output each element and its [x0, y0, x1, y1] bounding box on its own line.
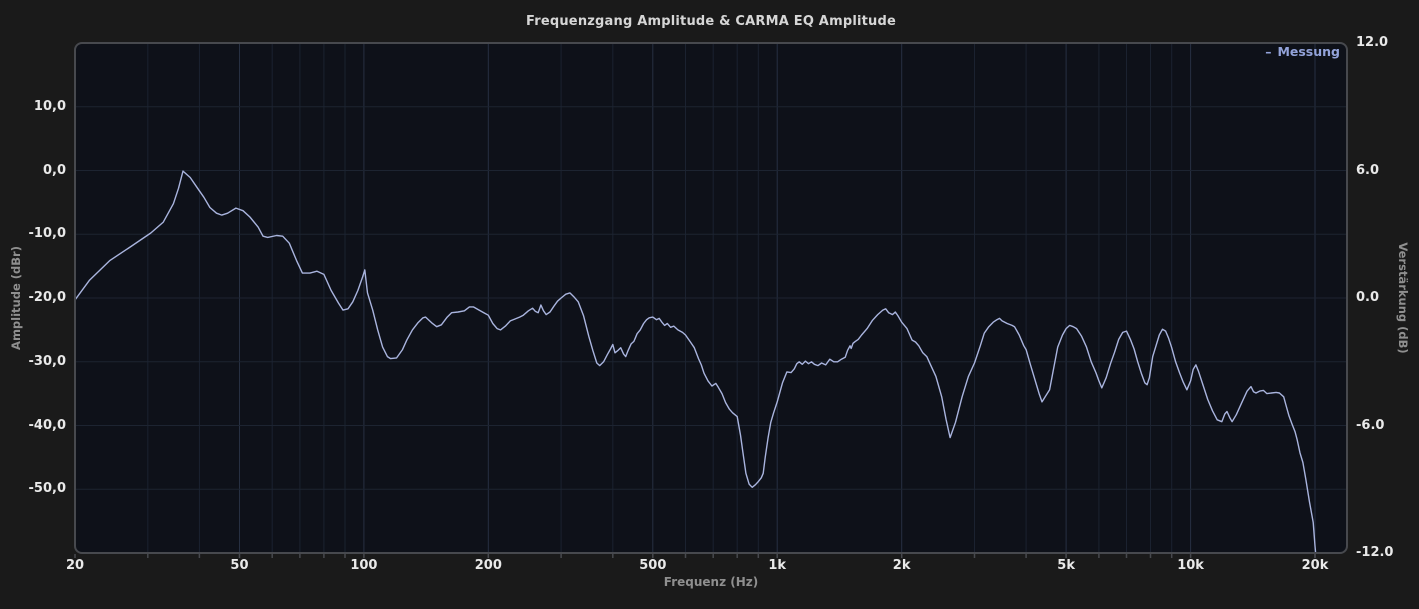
y-left-tick-label: -20,0 — [28, 290, 66, 305]
y-left-tick-label: 10,0 — [33, 98, 66, 114]
x-tick-label: 500 — [639, 558, 667, 573]
y-right-axis-title: Verstärkung (dB) — [1396, 242, 1410, 354]
x-tick-label: 20k — [1301, 558, 1329, 573]
x-tick-label: 100 — [350, 558, 378, 573]
y-right-tick-label: -6.0 — [1356, 417, 1385, 433]
chart-title: Frequenzgang Amplitude & CARMA EQ Amplit… — [525, 14, 897, 29]
y-right-tick-label: -12.0 — [1356, 545, 1394, 560]
y-left-tick-label: -10,0 — [28, 226, 66, 242]
legend-line-sample-icon: – — [1265, 44, 1272, 59]
legend-item-messung[interactable]: – Messung — [1265, 44, 1340, 59]
x-tick-label: 10k — [1177, 558, 1204, 573]
legend-label: Messung — [1277, 44, 1340, 59]
y-left-tick-label: -30,0 — [28, 353, 66, 369]
x-tick-label: 20 — [65, 558, 85, 573]
y-right-tick-label: 12.0 — [1356, 35, 1389, 50]
y-left-tick-label: -50,0 — [28, 481, 66, 497]
x-tick-label: 1k — [768, 558, 787, 573]
x-tick-label: 2k — [892, 558, 911, 573]
y-right-tick-label: 6.0 — [1356, 162, 1380, 178]
measurement-curve — [76, 170, 1318, 552]
x-axis-title: Frequenz (Hz) — [663, 575, 759, 589]
y-left-tick-label: 0,0 — [42, 162, 66, 178]
x-tick-label: 50 — [230, 558, 249, 573]
x-tick-label: 5k — [1057, 558, 1075, 573]
y-left-tick-label: -40,0 — [28, 417, 66, 433]
x-tick-label: 200 — [474, 558, 502, 573]
y-right-tick-label: 0.0 — [1356, 290, 1380, 305]
